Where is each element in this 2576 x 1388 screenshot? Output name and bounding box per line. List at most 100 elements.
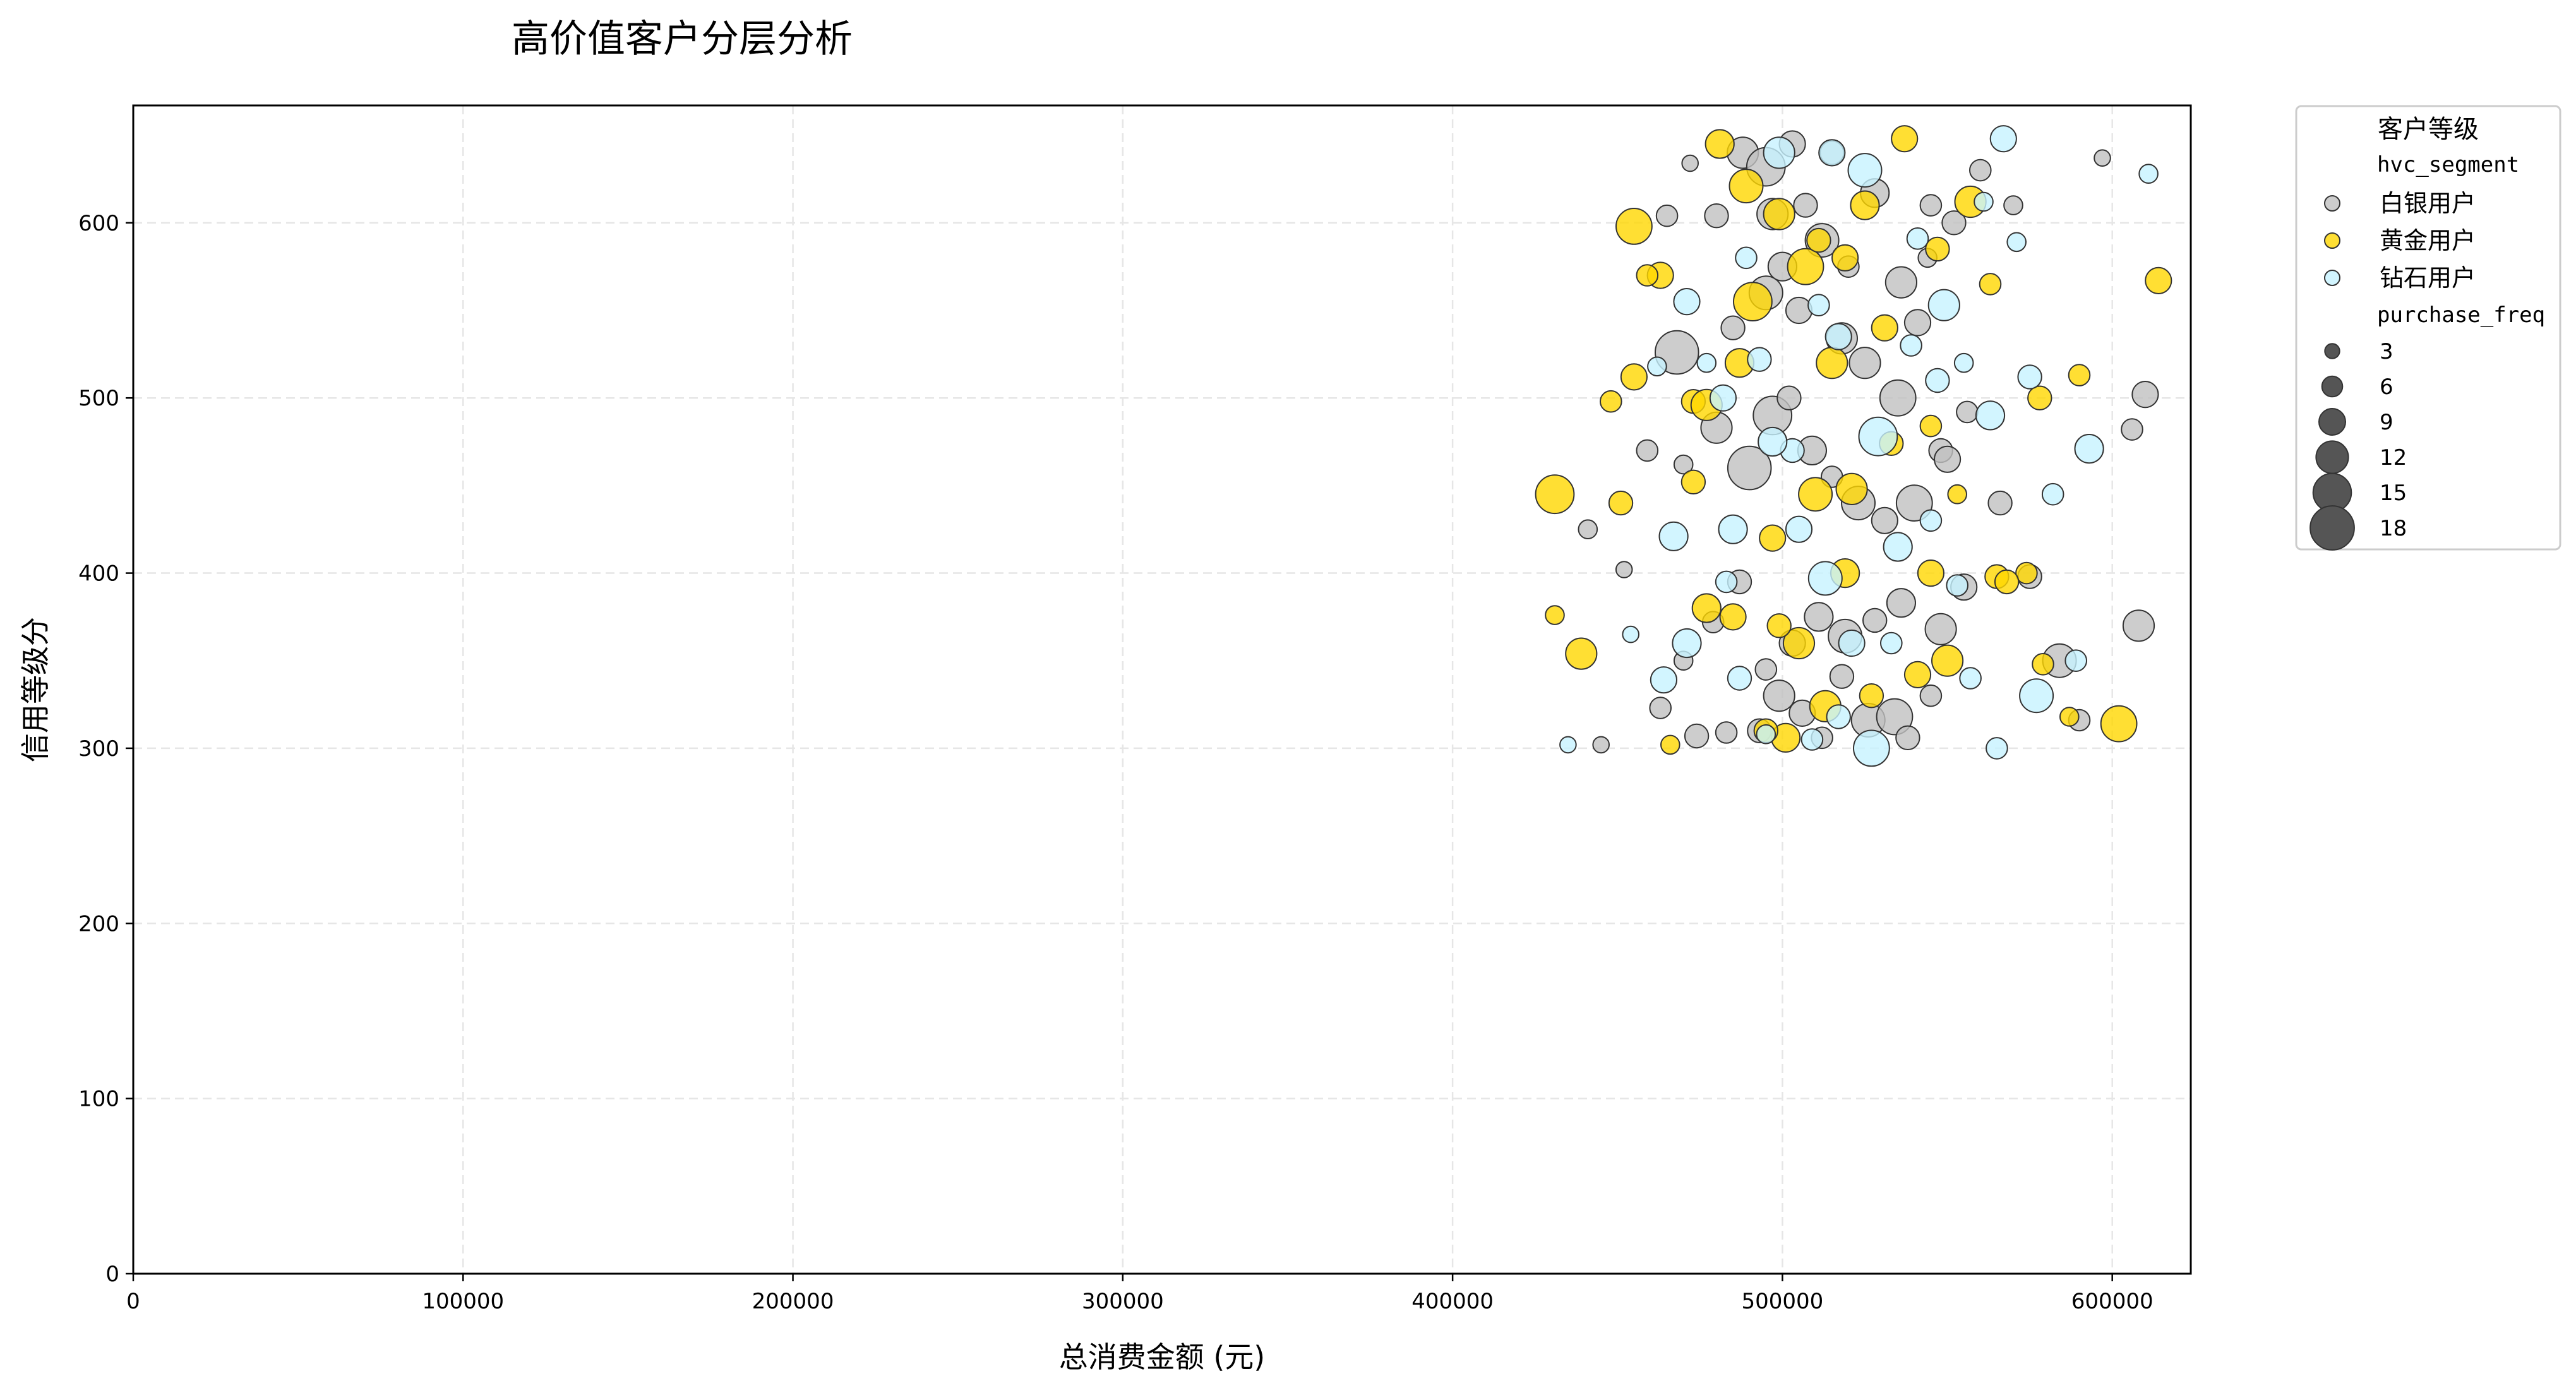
legend-size-entries: 3 6 9 12 15 18 — [2309, 339, 2407, 551]
scatter-point-series-1 — [1766, 613, 1792, 638]
x-tick-label: 600000 — [2071, 1289, 2154, 1314]
scatter-point-series-2 — [1838, 629, 1866, 657]
scatter-point-series-0 — [1649, 697, 1672, 719]
scatter-point-series-1 — [1704, 129, 1735, 159]
scatter-point-series-2 — [1826, 704, 1851, 729]
scatter-point-series-1 — [1798, 477, 1833, 512]
scatter-point-series-1 — [1759, 524, 1787, 552]
scatter-point-series-2 — [1647, 356, 1667, 377]
scatter-point-series-1 — [1835, 472, 1868, 506]
scatter-point-series-1 — [1680, 469, 1706, 494]
scatter-point-series-1 — [1782, 626, 1816, 660]
scatter-point-series-0 — [2121, 418, 2143, 441]
scatter-point-series-2 — [1975, 400, 2006, 431]
scatter-point-series-0 — [1934, 445, 1962, 473]
scatter-point-series-2 — [1974, 191, 1994, 212]
scatter-point-series-0 — [1776, 385, 1802, 410]
y-axis-label: 信用等级分 — [18, 617, 52, 762]
y-tick-label: 300 — [78, 736, 119, 762]
legend-size-label: 6 — [2380, 374, 2393, 400]
scatter-point-series-0 — [1895, 725, 1920, 751]
scatter-point-series-1 — [1979, 273, 2002, 296]
scatter-point-series-2 — [1959, 667, 1982, 690]
scatter-point-series-2 — [2138, 164, 2159, 184]
scatter-point-series-1 — [1787, 248, 1824, 285]
scatter-point-series-0 — [1848, 347, 1881, 380]
scatter-point-series-0 — [1924, 613, 1957, 645]
scatter-point-series-1 — [1615, 208, 1653, 245]
y-tick-label: 200 — [78, 911, 119, 936]
y-tick-label: 500 — [78, 386, 119, 411]
scatter-point-series-1 — [1903, 661, 1932, 689]
scatter-point-series-2 — [1906, 227, 1929, 250]
scatter-point-series-2 — [1756, 724, 1776, 745]
scatter-point-series-0 — [1886, 588, 1916, 618]
scatter-point-series-0 — [1592, 736, 1610, 754]
scatter-point-series-2 — [1735, 246, 1758, 270]
legend-size-label: 9 — [2380, 410, 2393, 435]
legend-label: 钻石用户 — [2380, 264, 2476, 292]
scatter-point-series-2 — [1858, 416, 1898, 457]
scatter-point-series-1 — [1806, 227, 1831, 253]
scatter-point-series-2 — [2074, 434, 2104, 464]
scatter-point-series-1 — [2145, 266, 2172, 294]
scatter-point-series-0 — [1720, 315, 1746, 340]
scatter-point-series-2 — [2064, 649, 2087, 672]
chart-title: 高价值客户分层分析 — [512, 17, 853, 61]
scatter-point-series-2 — [1853, 729, 1890, 767]
scatter-point-series-2 — [1696, 352, 1717, 373]
scatter-point-series-0 — [2131, 381, 2159, 409]
scatter-point-series-1 — [1608, 490, 1634, 516]
scatter-point-series-1 — [1719, 603, 1747, 631]
legend-marker — [2324, 195, 2340, 212]
scatter-point-series-2 — [1622, 625, 1639, 643]
scatter-point-series-1 — [2027, 385, 2052, 410]
scatter-point-series-1 — [1917, 559, 1944, 587]
scatter-point-series-2 — [1658, 521, 1689, 551]
scatter-point-series-2 — [2041, 482, 2064, 506]
x-axis-ticks: 0 100000 200000 300000 400000 500000 600000 — [126, 1274, 2154, 1314]
scatter-point-series-0 — [1785, 296, 1813, 325]
legend-size-marker — [2318, 408, 2346, 436]
scatter-point-series-2 — [1800, 728, 1824, 751]
scatter-point-series-2 — [1763, 136, 1795, 169]
scatter-point-series-2 — [2019, 678, 2054, 714]
scatter-point-series-0 — [1903, 309, 1932, 337]
legend-size-label: 12 — [2380, 445, 2407, 470]
scatter-point-series-1 — [1691, 593, 1722, 623]
legend-size-marker — [2315, 440, 2349, 474]
legend-box — [2295, 105, 2561, 551]
scatter-point-series-2 — [1559, 736, 1577, 754]
scatter-point-series-1 — [1660, 734, 1680, 755]
legend-size-marker — [2321, 375, 2344, 398]
scatter-point-series-2 — [1919, 509, 1943, 532]
scatter-point-series-0 — [1715, 721, 1738, 744]
y-tick-label: 600 — [78, 211, 119, 236]
scatter-point-series-1 — [2015, 561, 2038, 585]
scatter-point-series-0 — [1804, 602, 1834, 632]
x-axis-label: 总消费金额 (元) — [1059, 1340, 1266, 1374]
legend-hue-title: hvc_segment — [2377, 152, 2519, 177]
scatter-point-series-0 — [2003, 195, 2023, 215]
scatter-point-series-1 — [1891, 125, 1919, 153]
scatter-point-series-1 — [1919, 414, 1943, 438]
scatter-point-series-0 — [1684, 723, 1710, 749]
scatter-point-series-0 — [1871, 506, 1898, 534]
scatter-point-series-2 — [1727, 666, 1752, 691]
scatter-point-series-0 — [1941, 210, 1967, 236]
y-tick-label: 400 — [78, 561, 119, 587]
scatter-point-series-2 — [2017, 364, 2042, 390]
scatter-point-series-1 — [1535, 474, 1575, 515]
x-tick-label: 500000 — [1742, 1289, 1824, 1314]
scatter-point-series-0 — [1636, 439, 1659, 462]
scatter-point-series-1 — [1859, 683, 1884, 709]
scatter-point-series-1 — [1831, 244, 1859, 272]
scatter-point-series-0 — [1704, 203, 1729, 229]
scatter-point-series-0 — [1919, 194, 1943, 217]
scatter-point-series-2 — [1900, 334, 1922, 357]
scatter-point-series-0 — [1884, 266, 1917, 299]
scatter-point-series-1 — [1925, 236, 1950, 262]
scatter-point-series-0 — [1969, 159, 1992, 182]
